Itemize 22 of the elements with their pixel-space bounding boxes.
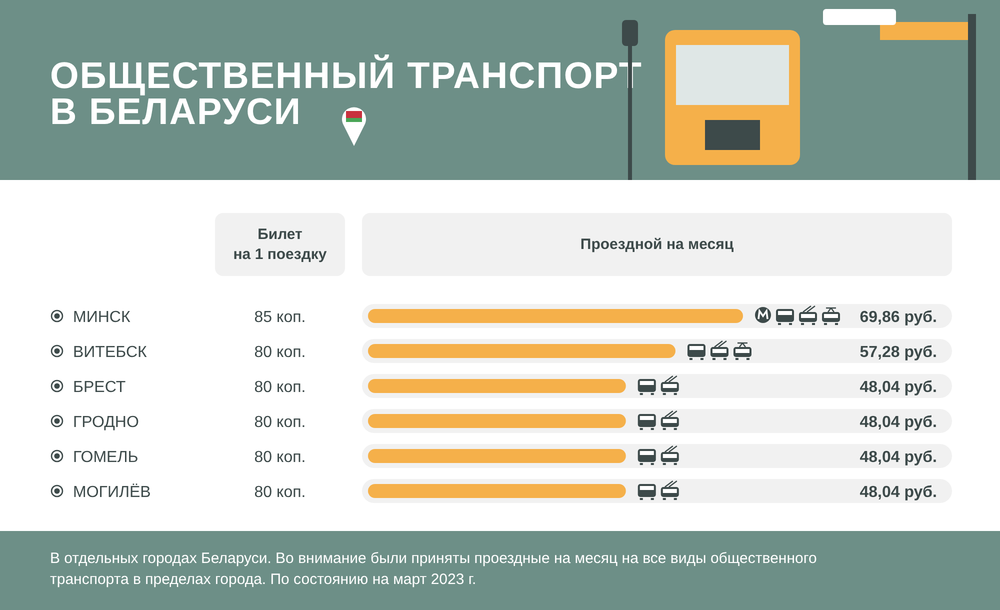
data-label: 48,04 руб. xyxy=(860,484,937,501)
text: 80 коп. xyxy=(254,414,306,431)
text: Билет на 1 поездку xyxy=(233,226,328,263)
text: В отдельных городах Беларуси. Во внимание были приняты проездные на месяц на все виды общественного транспорта в пределах города. По состоянию на март 2023 г. xyxy=(50,549,818,590)
y-tick-label: БРЕСТ xyxy=(73,379,126,396)
y-tick-label: ГОМЕЛЬ xyxy=(73,449,138,466)
data-label: 48,04 руб. xyxy=(860,414,937,431)
text: 80 коп. xyxy=(254,449,306,466)
data-label: 69,86 руб. xyxy=(860,309,937,326)
y-tick-label: МОГИЛЁВ xyxy=(73,483,151,501)
text: 80 коп. xyxy=(254,344,306,361)
data-label: 57,28 руб. xyxy=(860,344,937,361)
text: Проездной на месяц xyxy=(580,236,734,253)
data-label: 48,04 руб. xyxy=(860,379,937,396)
text: 80 коп. xyxy=(254,484,306,501)
y-tick-label: МИНСК xyxy=(73,309,131,326)
chart-title: ОБЩЕСТВЕННЫЙ ТРАНСПОРТ В БЕЛАРУСИ xyxy=(50,54,642,132)
y-tick-label: ГРОДНО xyxy=(73,414,139,431)
y-tick-label: ВИТЕБСК xyxy=(73,344,148,361)
text: 80 коп. xyxy=(254,379,306,396)
text: 85 коп. xyxy=(254,309,306,326)
data-label: 48,04 руб. xyxy=(860,449,937,466)
